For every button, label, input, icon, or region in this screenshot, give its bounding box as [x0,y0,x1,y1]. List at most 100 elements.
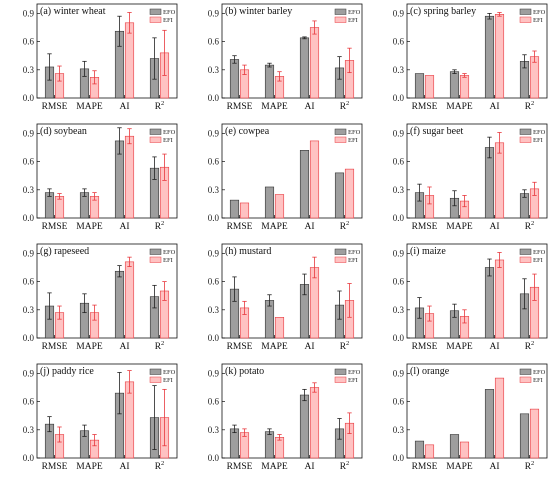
x-tick-label: AI [304,102,314,112]
y-tick-label: 0.6 [393,397,405,407]
x-tick-label: MAPE [261,462,288,472]
legend-label-efi: EFI [163,17,173,24]
efo-bar [484,389,495,459]
legend-swatch-efi [519,376,532,383]
panel-title: (l) orange [410,366,450,377]
x-tick-label: R2 [525,460,535,472]
y-tick-label: 0.9 [23,368,35,378]
efo-bar [229,59,240,99]
efi-bar [529,408,540,459]
superscript: 2 [531,220,534,227]
legend-label-efo: EFO [348,9,361,16]
y-tick-label: 0.9 [208,248,220,258]
x-tick-label: AI [489,462,499,472]
x-tick-label: MAPE [76,342,103,352]
efo-bar [229,428,240,459]
x-tick-label: R2 [155,340,165,352]
efi-bar [54,196,65,219]
efi-bar [274,194,285,219]
y-tick-label: 0.6 [23,157,35,167]
efi-bar [494,377,505,459]
x-tick-label: AI [119,342,129,352]
x-tick-label: R2 [155,460,165,472]
y-tick-label: 0.0 [23,93,35,103]
legend-swatch-efi [149,256,162,263]
y-tick-label: 0.0 [393,93,405,103]
x-tick-label: AI [119,222,129,232]
legend-swatch-efo [334,8,347,15]
y-tick-label: 0.6 [23,37,35,47]
y-tick-label: 0.3 [208,185,220,195]
panel-3: 0.0 0.3 0.6 0.9 RMSE MAPE AI R2 (d) soybean EFOEF… [23,123,178,232]
legend-swatch-efi [334,16,347,23]
legend-label-efo: EFO [348,249,361,256]
y-tick-label: 0.0 [208,213,220,223]
x-tick-label: MAPE [446,462,473,472]
x-tick-label: AI [304,462,314,472]
panel-title: (f) sugar beet [410,126,464,137]
legend-label-efi: EFI [348,137,358,144]
superscript: 2 [161,220,164,227]
plot-frame [406,3,548,99]
y-tick-label: 0.6 [23,277,35,287]
panel-title: (k) potato [225,366,264,377]
y-tick-label: 0.9 [393,128,405,138]
panel-title: (a) winter wheat [40,6,106,17]
plot-frame [406,243,548,339]
y-tick-label: 0.6 [393,157,405,167]
legend-swatch-efo [519,248,532,255]
x-tick-label: R2 [340,460,350,472]
x-tick-label: RMSE [227,102,253,112]
superscript: 2 [531,460,534,467]
plot-frame [36,3,178,99]
x-tick-label: MAPE [446,342,473,352]
efi-bar [309,387,320,459]
legend-label-efo: EFO [163,9,176,16]
x-tick-label: R2 [340,220,350,232]
x-tick-label: RMSE [227,462,253,472]
y-tick-label: 0.6 [208,37,220,47]
efi-bar [494,142,505,219]
y-tick-label: 0.3 [393,305,405,315]
efi-bar [459,75,470,99]
y-tick-label: 0.9 [23,8,35,18]
efo-bar [449,434,460,459]
x-tick-label: AI [304,342,314,352]
x-tick-label: RMSE [42,462,68,472]
efi-bar [494,14,505,99]
y-tick-label: 0.3 [393,185,405,195]
legend-label-efi: EFI [533,377,543,384]
x-tick-label: MAPE [261,222,288,232]
panel-0: 0.0 0.3 0.6 0.9 RMSE MAPE AI R2 (a) winter wheat… [23,3,178,112]
superscript: 2 [346,220,349,227]
x-tick-label: RMSE [412,462,438,472]
x-tick-label: R2 [340,340,350,352]
legend-swatch-efi [334,256,347,263]
legend-label-efo: EFO [533,9,546,16]
superscript: 2 [346,100,349,107]
panel-5: 0.0 0.3 0.6 0.9 RMSE MAPE AI R2 (f) sugar beet EF… [393,123,548,232]
y-tick-label: 0.3 [23,305,35,315]
efo-bar [449,71,460,99]
legend-swatch-efi [334,376,347,383]
x-tick-label: MAPE [446,222,473,232]
y-tick-label: 0.9 [23,248,35,258]
panel-title: (e) cowpea [225,126,270,137]
efo-bar [414,440,425,459]
legend-swatch-efi [519,256,532,263]
y-tick-label: 0.9 [208,128,220,138]
plot-frame [221,363,363,459]
superscript: 2 [161,100,164,107]
efi-bar [424,75,435,99]
x-tick-label: R2 [155,100,165,112]
legend-swatch-efo [519,8,532,15]
y-tick-label: 0.6 [393,37,405,47]
plot-frame [36,243,178,339]
x-tick-label: MAPE [261,342,288,352]
legend-swatch-efi [519,16,532,23]
legend-label-efo: EFO [163,129,176,136]
panel-title: (c) spring barley [410,6,476,17]
legend-swatch-efi [519,136,532,143]
legend-label-efi: EFI [348,257,358,264]
